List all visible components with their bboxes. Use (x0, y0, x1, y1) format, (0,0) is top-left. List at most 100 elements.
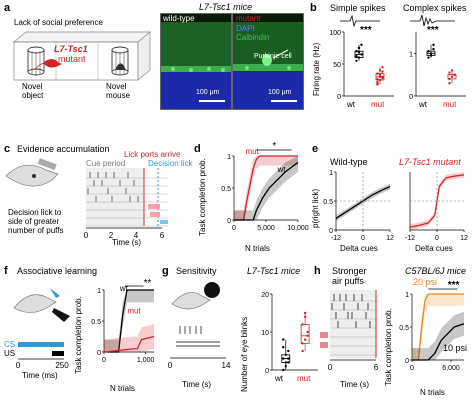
20 psi-band (412, 294, 464, 360)
mut-point (448, 77, 451, 81)
complex-spikes-boxplot: 01 (409, 32, 466, 101)
y-tick-label: 10 (261, 330, 269, 337)
evidence-title: Evidence accumulation (17, 144, 110, 154)
x-tick-label: -12 (405, 235, 415, 242)
x-tick-label: -12 (331, 235, 341, 242)
scale-bar-label-mut: 100 μm (268, 89, 292, 96)
wt-band (104, 290, 154, 352)
e-mut-title: L7-Tsc1 mutant (399, 157, 461, 167)
wildtype-stain-image (161, 14, 231, 109)
wt-point (357, 46, 361, 50)
svg-text:0: 0 (16, 361, 21, 370)
y-tick-label: 20 (261, 292, 269, 299)
h-time-xlabel: Time (s) (340, 380, 370, 389)
h-title2: C57BL/6J mice (405, 266, 467, 276)
wt-band (234, 156, 298, 220)
mut-point (448, 71, 451, 74)
y-tick-label: 0.5 (221, 186, 231, 193)
wt-point (282, 357, 285, 360)
f-mouse-eye-illustration (13, 288, 70, 322)
cs-label: CS (4, 340, 16, 349)
x-tick-label: 0 (361, 235, 365, 242)
mutant-label-line2: mutant (58, 54, 86, 64)
e-wildtype-psychometric: 00.51-12 0 12 (323, 170, 394, 242)
mut-line (234, 155, 298, 221)
three-chamber-diagram (13, 31, 151, 81)
mut-point (381, 70, 384, 73)
mut-point (303, 338, 307, 341)
panel-letter-b: b (310, 2, 317, 14)
e-mutant-psychometric: -12 0 12 (405, 172, 468, 242)
mut-point (376, 83, 379, 86)
lack-social-label: Lack of social preference (14, 18, 103, 27)
wt-point (287, 361, 290, 364)
panel-letter-e: e (312, 143, 319, 155)
g-time-xlabel: Time (s) (182, 380, 212, 389)
y-tick-label: 1 (329, 170, 333, 177)
h-learning-curve: 0 0.5 1 0 6,000 *** (399, 280, 465, 372)
h-ylabel: Task completion prob. (384, 308, 393, 386)
d-sig-mark: * (272, 141, 276, 152)
y-tick-label: 0 (337, 94, 341, 101)
c-desc-l2: side of greater (8, 217, 60, 226)
us-label: US (4, 349, 16, 358)
y-tick-label: 1 (405, 292, 409, 299)
e-xlabel-mut: Delta cues (415, 244, 453, 253)
g-mut-label: mut (297, 374, 311, 383)
dapi-label: DAPI (236, 24, 255, 33)
wt-point (427, 50, 430, 53)
wt-point (355, 50, 358, 53)
x-tick-label: 12 (460, 235, 468, 242)
y-tick-label: 0 (227, 218, 231, 225)
svg-text:0: 0 (168, 361, 173, 370)
h-lick-icon-2 (320, 342, 328, 348)
h-puff-raster (320, 290, 378, 358)
y-tick-label: 0.5 (91, 319, 101, 326)
y-tick-label: 100 (329, 30, 341, 37)
g-wt-label: wt (275, 374, 283, 383)
10 psi-band (412, 311, 464, 360)
mut-point (450, 69, 454, 72)
wt-point (432, 43, 435, 46)
mut-point (306, 334, 309, 337)
wt-point (427, 56, 430, 59)
wildtype-micrograph (160, 13, 232, 110)
e-ylabel: p(right lick) (311, 188, 320, 228)
e-wt-title: Wild-type (330, 157, 368, 167)
y-tick-label: 50 (333, 62, 341, 69)
svg-text:4: 4 (134, 231, 139, 240)
g-ylabel: Number of eye blinks (240, 316, 249, 392)
spike-waveforms (340, 14, 455, 28)
mut-point (450, 75, 454, 78)
x-tick-label: 10,000 (287, 225, 309, 232)
lick-bar-1 (148, 204, 160, 209)
svg-text:14: 14 (222, 361, 231, 370)
decision-lick-label: Decision lick (148, 159, 193, 168)
mut-band (104, 324, 154, 352)
panel-letter-f: f (4, 265, 8, 277)
svg-text:0: 0 (328, 363, 333, 372)
novel-mouse-l2: mouse (106, 91, 131, 100)
g-puff-trace: 0 14 (168, 326, 231, 370)
simple-spikes-boxplot: 0 50 100 (329, 30, 394, 101)
c-time-axis: 0 2 4 6 (84, 227, 165, 240)
wt-point (357, 51, 361, 54)
lick-ports-label: Lick ports arrive (124, 150, 181, 159)
b-complex-sig: *** (427, 25, 439, 36)
simple-spikes-title: Simple spikes (330, 3, 386, 13)
x-tick-label: 5,000 (257, 225, 275, 232)
mut-point (376, 80, 379, 84)
h-cue-shade (330, 290, 376, 358)
mutant-stain-image (233, 14, 303, 109)
cue-period-shade (86, 168, 144, 226)
y-tick-label: 0.5 (399, 325, 409, 332)
x-tick-label: 12 (386, 235, 394, 242)
panel-a-title: L7-Tsc1 mice (199, 2, 253, 12)
f-title: Associative learning (17, 266, 98, 276)
d-learning-curve: 0 0.5 1 0 5,000 10,000 mut wt * (221, 141, 309, 232)
c-desc-l3: number of puffs (8, 226, 64, 235)
mut-point (301, 323, 304, 326)
y-tick-label: 0 (329, 228, 333, 235)
wt-point (282, 368, 285, 372)
h-10psi-label: 10 psi (443, 343, 468, 353)
